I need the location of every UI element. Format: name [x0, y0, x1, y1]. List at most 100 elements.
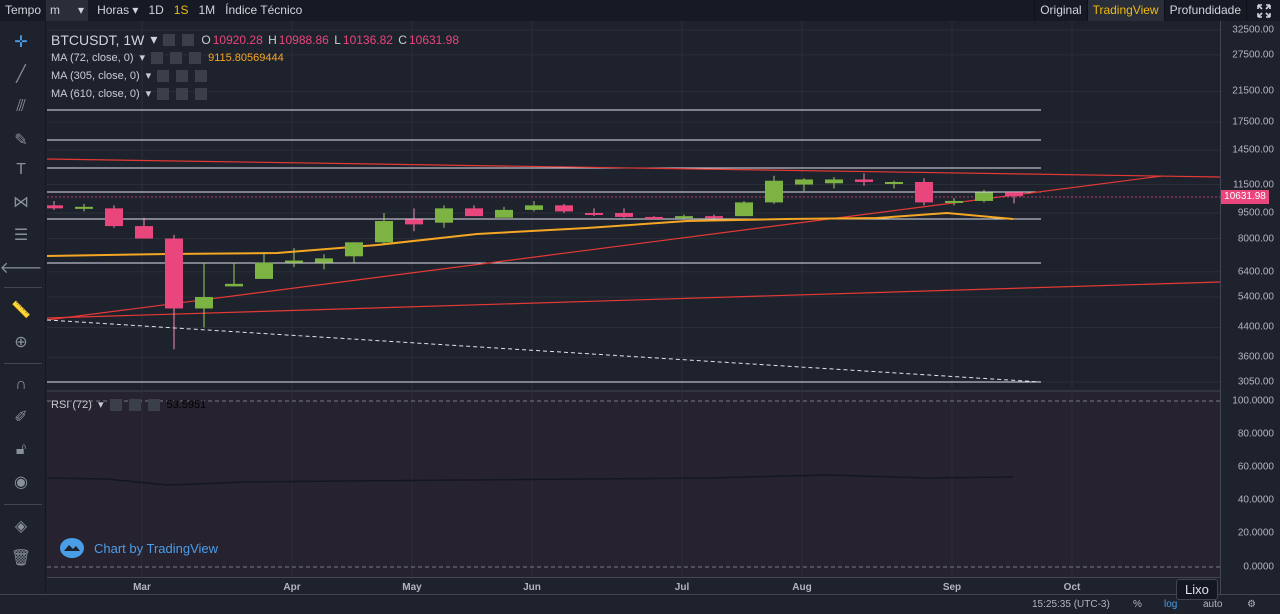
candle-body [225, 283, 243, 287]
candle-body [435, 208, 453, 223]
rsi-tick-label: 20.0000 [1237, 527, 1274, 539]
candle-body [525, 205, 543, 210]
view-original[interactable]: Original [1034, 0, 1086, 21]
layers-icon[interactable]: ◈ [14, 518, 28, 535]
auto-toggle[interactable]: auto [1203, 599, 1223, 610]
trash-tooltip: Lixo [1176, 579, 1218, 600]
crosshair-icon[interactable]: ✛ [14, 34, 28, 51]
moving-average-line [47, 211, 1014, 257]
pitchfork-icon[interactable]: ⫻ [16, 98, 26, 115]
period-1d[interactable]: 1D [148, 3, 164, 17]
month-tick-label: Aug [792, 582, 812, 593]
rsi-line [47, 474, 1014, 486]
trash-icon[interactable]: 🗑︎ [10, 550, 32, 567]
candle-body [165, 238, 183, 309]
close-icon[interactable] [182, 33, 195, 46]
settings-icon[interactable] [163, 33, 176, 46]
month-tick-label: Jul [674, 582, 690, 593]
price-tick-label: 14500.00 [1232, 144, 1274, 156]
symbol-label[interactable]: BTCUSDT, 1W [51, 31, 145, 48]
candle-body [855, 179, 873, 182]
rsi-legend[interactable]: RSI (72) ▾ 53.5951 [51, 398, 207, 411]
settings-icon[interactable] [176, 69, 189, 82]
tradingview-logo-icon [60, 538, 84, 558]
month-tick-label: Sep [942, 582, 962, 593]
candle-body [315, 258, 333, 263]
month-tick-label: May [402, 582, 422, 593]
horas-dropdown[interactable]: Horas ▾ [97, 3, 139, 17]
trendline [47, 281, 1220, 319]
candle-body [495, 209, 513, 218]
rsi-tick-label: 0.0000 [1243, 561, 1274, 573]
candle-body [255, 262, 273, 279]
price-tick-label: 9500.00 [1237, 207, 1274, 219]
eye-icon[interactable] [151, 51, 164, 64]
eye-icon[interactable]: ◉ [14, 474, 28, 491]
watermark-text: Chart by TradingView [94, 540, 219, 556]
price-chart[interactable] [47, 21, 1220, 594]
time-axis[interactable]: Mar Apr May Jun Jul Aug Sep Oct [47, 577, 1220, 594]
ma2-legend[interactable]: MA (305, close, 0) ▾ [51, 69, 208, 82]
eye-icon[interactable] [157, 87, 170, 100]
percent-toggle[interactable]: % [1133, 599, 1142, 610]
divider [4, 363, 42, 364]
candle-body [1005, 192, 1023, 197]
settings-icon[interactable] [176, 87, 189, 100]
fib-icon[interactable]: ☰ [13, 227, 29, 244]
eye-icon[interactable] [109, 398, 122, 411]
price-tick-label: 6400.00 [1237, 266, 1274, 278]
candle-body [945, 200, 963, 203]
lock-drawing-icon[interactable]: ✐ [14, 409, 28, 426]
period-1s[interactable]: 1S [173, 3, 189, 17]
price-tick-label: 11500.00 [1233, 179, 1274, 191]
pattern-icon[interactable]: ⋈ [13, 194, 29, 211]
fullscreen-icon[interactable] [1246, 0, 1280, 21]
log-toggle[interactable]: log [1164, 599, 1178, 610]
eye-icon[interactable] [157, 69, 170, 82]
period-1m[interactable]: 1M [198, 3, 216, 17]
ruler-icon[interactable]: 📏 [11, 302, 31, 319]
text-icon[interactable]: T [16, 161, 26, 178]
time-display: 15:25:35 (UTC-3) [1032, 599, 1110, 610]
settings-icon[interactable] [128, 398, 141, 411]
price-tick-label: 8000.00 [1237, 233, 1274, 245]
rsi-value: 53.5951 [166, 398, 207, 411]
settings-icon[interactable] [170, 51, 183, 64]
view-depth[interactable]: Profundidade [1163, 0, 1246, 21]
ma1-legend[interactable]: MA (72, close, 0) ▾ 9115.80569444 [51, 51, 284, 64]
candle-body [345, 242, 363, 257]
rsi-pane [47, 391, 1220, 577]
close-icon[interactable] [189, 51, 202, 64]
view-tradingview[interactable]: TradingView [1086, 0, 1164, 21]
lock-icon[interactable]: 🔓︎ [15, 441, 27, 458]
symbol-legend: BTCUSDT, 1W ▾ O 10920.28 H 10988.86 L 10136.… [51, 31, 460, 48]
close-icon[interactable] [147, 398, 160, 411]
price-axis[interactable]: 32500.00 27500.00 21500.00 17500.00 14500.00… [1220, 21, 1280, 594]
tempo-label: Tempo [5, 3, 42, 17]
rsi-tick-label: 60.0000 [1237, 461, 1274, 473]
interval-select[interactable]: m ▾ [46, 0, 89, 21]
zoom-icon[interactable]: ⊕ [14, 334, 28, 351]
candle-body [705, 216, 723, 219]
rsi-tick-label: 40.0000 [1237, 494, 1274, 506]
indicator-button[interactable]: Índice Técnico [225, 3, 303, 17]
candle-body [47, 205, 63, 209]
magnet-icon[interactable]: ∩ [15, 376, 27, 393]
candle-body [765, 180, 783, 203]
back-arrow-icon[interactable]: 🡐 [0, 259, 43, 277]
month-tick-label: Jun [523, 582, 541, 593]
candle-body [735, 202, 753, 217]
candle-body [285, 260, 303, 263]
trendline-icon[interactable]: ╱ [16, 66, 26, 83]
candle-body [555, 205, 573, 212]
close-icon[interactable] [195, 69, 208, 82]
high-value: 10988.86 [278, 32, 329, 47]
month-tick-label: Mar [133, 582, 151, 593]
rsi-tick-label: 80.0000 [1237, 428, 1274, 440]
gear-icon[interactable]: ⚙ [1247, 599, 1256, 610]
ma3-legend[interactable]: MA (610, close, 0) ▾ [51, 87, 208, 100]
brush-icon[interactable]: ✎ [14, 132, 28, 149]
close-icon[interactable] [195, 87, 208, 100]
tradingview-watermark[interactable]: Chart by TradingView [60, 538, 218, 558]
close-value: 10631.98 [408, 32, 460, 47]
